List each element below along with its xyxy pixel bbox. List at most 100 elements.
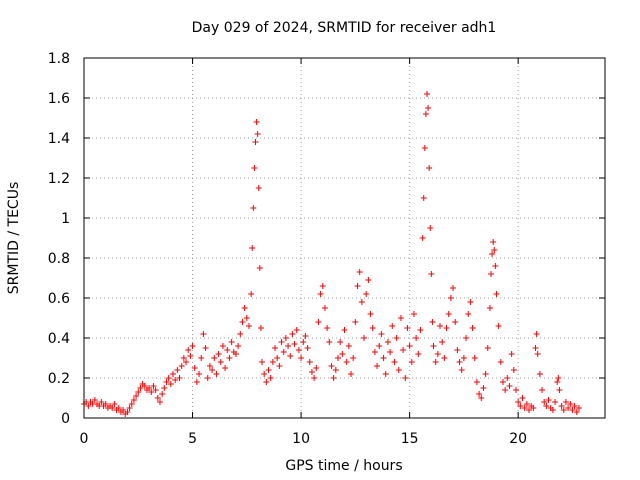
data-point	[267, 375, 274, 381]
data-point	[575, 405, 582, 411]
data-point	[289, 331, 296, 337]
data-point	[526, 407, 533, 413]
data-point	[202, 345, 209, 351]
data-point	[187, 353, 194, 359]
x-tick-label: 5	[188, 431, 197, 447]
data-point	[232, 351, 239, 357]
data-point	[439, 339, 446, 345]
data-point	[430, 343, 437, 349]
data-point	[257, 325, 264, 331]
data-point	[249, 245, 256, 251]
data-point	[115, 405, 122, 411]
data-point	[165, 375, 172, 381]
data-point	[427, 225, 434, 231]
data-point	[552, 399, 559, 405]
data-point	[415, 351, 422, 357]
data-point	[345, 343, 352, 349]
data-point	[332, 367, 339, 373]
data-point	[489, 251, 496, 257]
data-point	[432, 359, 439, 365]
data-point	[150, 383, 157, 389]
data-point	[406, 343, 413, 349]
y-axis-label: SRMTID / TECUs	[6, 182, 22, 295]
data-point	[315, 319, 322, 325]
data-point	[219, 343, 226, 349]
data-point	[324, 325, 331, 331]
data-point	[490, 239, 497, 245]
data-point	[387, 349, 394, 355]
data-point	[248, 291, 255, 297]
data-point	[571, 403, 578, 409]
data-point	[450, 285, 457, 291]
data-point	[423, 91, 430, 97]
data-point	[321, 305, 328, 311]
data-point	[395, 367, 402, 373]
data-point	[358, 299, 365, 305]
data-point	[389, 323, 396, 329]
data-point	[126, 405, 133, 411]
data-point	[499, 379, 506, 385]
data-point	[339, 351, 346, 357]
data-point	[492, 263, 499, 269]
data-point	[536, 371, 543, 377]
y-tick-label: 0	[61, 411, 70, 427]
y-tick-label: 1.6	[48, 91, 70, 107]
data-point	[491, 247, 498, 253]
data-point	[488, 271, 495, 277]
data-point	[506, 383, 513, 389]
data-point	[278, 339, 285, 345]
data-point	[452, 319, 459, 325]
data-point	[530, 405, 537, 411]
data-point	[204, 375, 211, 381]
data-point	[447, 295, 454, 301]
x-tick-label: 0	[80, 431, 89, 447]
data-point	[263, 379, 270, 385]
data-point	[393, 335, 400, 341]
grid-layer	[84, 58, 605, 418]
data-point	[185, 347, 192, 353]
data-point	[493, 291, 500, 297]
data-point	[137, 385, 144, 391]
data-point	[482, 371, 489, 377]
data-point	[135, 389, 142, 395]
data-point	[382, 371, 389, 377]
data-point	[354, 283, 361, 289]
data-point	[261, 371, 268, 377]
data-point	[265, 367, 272, 373]
data-point	[163, 379, 170, 385]
data-point	[425, 105, 432, 111]
data-point	[154, 395, 161, 401]
data-point	[124, 409, 131, 415]
data-point	[222, 365, 229, 371]
data-point	[419, 235, 426, 241]
data-point	[508, 351, 515, 357]
data-point	[156, 399, 163, 405]
data-point	[456, 359, 463, 365]
data-point	[293, 327, 300, 333]
data-point	[562, 399, 569, 405]
data-point	[311, 375, 318, 381]
data-point	[91, 397, 98, 403]
data-point	[512, 387, 519, 393]
data-point	[191, 365, 198, 371]
data-point	[85, 403, 92, 409]
data-point	[554, 379, 561, 385]
data-point	[465, 311, 472, 317]
data-point	[254, 131, 261, 137]
data-point	[243, 315, 250, 321]
data-point	[196, 371, 203, 377]
data-point	[120, 407, 127, 413]
data-point	[308, 369, 315, 375]
data-point	[567, 401, 574, 407]
data-point	[429, 319, 436, 325]
x-tick-label: 15	[401, 431, 419, 447]
data-point	[352, 319, 359, 325]
y-tick-label: 1.8	[48, 51, 70, 67]
data-point	[539, 387, 546, 393]
data-point	[356, 269, 363, 275]
data-point	[146, 385, 153, 391]
data-point	[128, 401, 135, 407]
data-point	[350, 355, 357, 361]
data-point	[226, 355, 233, 361]
data-point	[367, 311, 374, 317]
